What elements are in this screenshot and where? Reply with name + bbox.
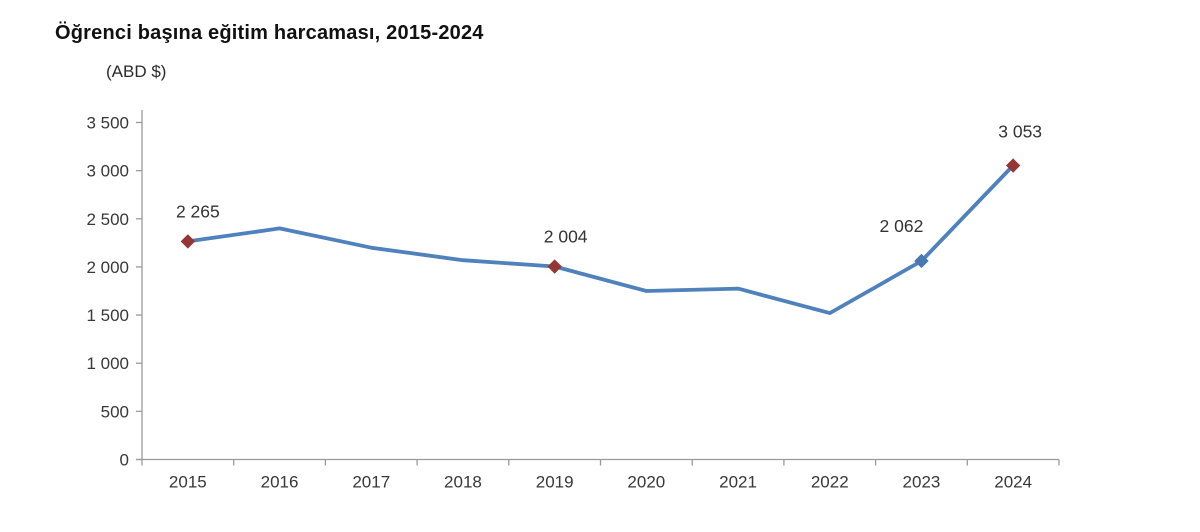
data-point-marker xyxy=(1005,158,1021,173)
x-axis-tick-label: 2019 xyxy=(536,473,574,492)
data-point-label: 2 004 xyxy=(544,227,588,247)
y-axis-tick-label: 0 xyxy=(120,451,129,470)
chart-title: Öğrenci başına eğitim harcaması, 2015-20… xyxy=(55,22,484,44)
data-line xyxy=(185,163,1015,316)
x-axis-tick-label: 2018 xyxy=(444,473,482,492)
y-axis-tick-label: 2 500 xyxy=(86,210,129,229)
y-axis-tick-label: 500 xyxy=(101,402,129,421)
data-point-label: 2 265 xyxy=(176,201,220,221)
y-axis-tick-label: 1 500 xyxy=(86,306,129,325)
y-axis-unit-label: (ABD $) xyxy=(106,62,167,81)
data-point-marker xyxy=(180,234,196,249)
data-point-marker xyxy=(547,259,562,274)
x-axis-tick-label: 2020 xyxy=(627,473,665,492)
x-axis-tick-label: 2023 xyxy=(903,473,941,492)
y-axis-tick-label: 2 000 xyxy=(86,258,129,277)
y-axis-tick-label: 3 500 xyxy=(86,114,129,133)
x-axis-tick-label: 2017 xyxy=(352,473,390,492)
y-axis-tick-label: 1 000 xyxy=(86,354,129,373)
x-axis-tick-label: 2022 xyxy=(811,473,849,492)
x-axis-tick-label: 2015 xyxy=(169,473,207,492)
data-point-marker xyxy=(914,253,929,269)
x-axis-tick-label: 2024 xyxy=(994,473,1032,492)
y-axis-tick-label: 3 000 xyxy=(86,162,129,181)
x-axis-tick-label: 2016 xyxy=(261,473,299,492)
data-point-label: 3 053 xyxy=(998,122,1042,142)
x-axis-tick-label: 2021 xyxy=(719,473,757,492)
data-point-label: 2 062 xyxy=(880,216,924,236)
